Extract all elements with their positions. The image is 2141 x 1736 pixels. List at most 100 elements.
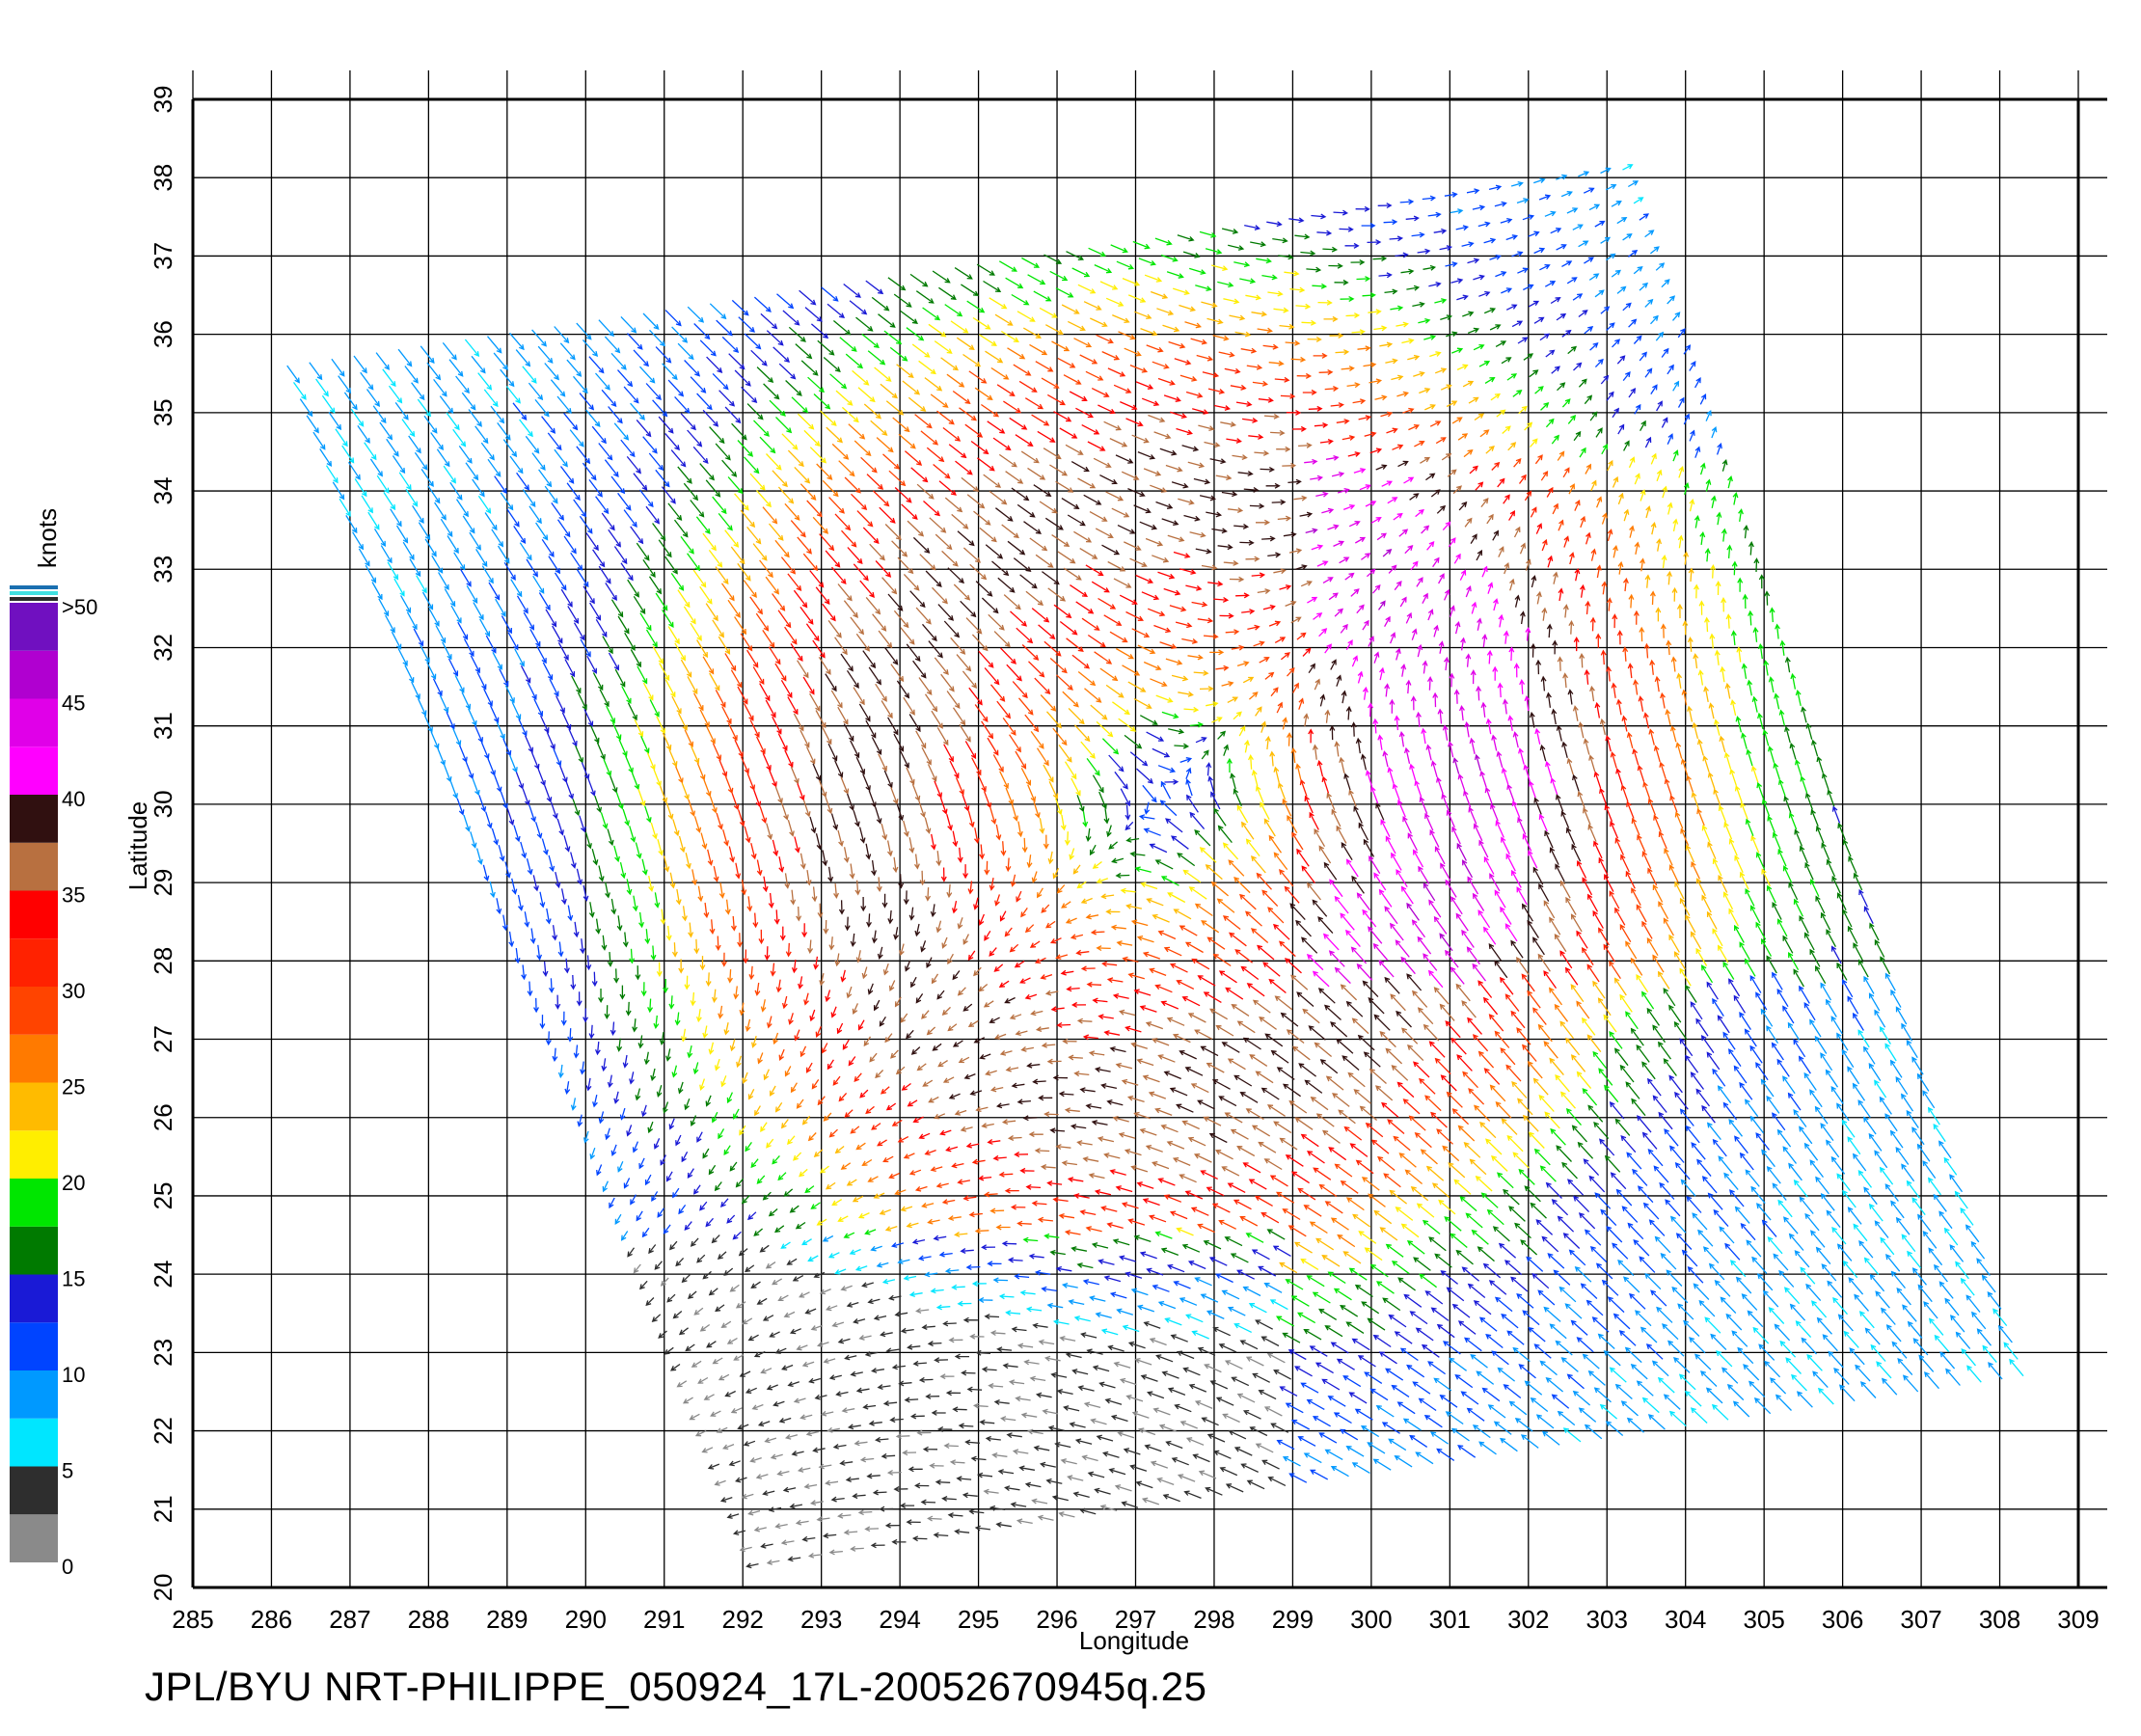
wind-vector — [906, 643, 921, 663]
wind-vector — [1011, 804, 1018, 822]
wind-vector — [1098, 1381, 1116, 1389]
wind-vector — [1224, 1360, 1243, 1370]
wind-vector — [1660, 623, 1667, 638]
wind-vector — [668, 995, 675, 1010]
wind-vector — [1094, 1189, 1112, 1196]
wind-vector — [1416, 1203, 1435, 1218]
wind-vector — [1076, 1017, 1093, 1024]
wind-vector — [940, 673, 955, 692]
wind-vector — [726, 1214, 736, 1224]
wind-vector — [1836, 1102, 1850, 1122]
wind-vector — [1400, 1223, 1420, 1238]
wind-vector — [435, 625, 447, 644]
wind-vector — [1729, 1260, 1747, 1278]
wind-vector — [1021, 257, 1041, 268]
wind-vector — [914, 1185, 928, 1192]
wind-vector — [1356, 604, 1365, 614]
wind-vector — [1070, 777, 1081, 797]
wind-vector — [570, 1098, 577, 1111]
wind-vector — [1691, 860, 1700, 880]
wind-vector — [1617, 1259, 1635, 1277]
wind-vector — [1485, 1138, 1503, 1155]
wind-vector — [1544, 281, 1557, 287]
wind-vector — [813, 956, 820, 970]
wind-vector — [772, 1032, 779, 1045]
wind-vector — [1066, 251, 1084, 261]
wind-vector — [1481, 1387, 1501, 1402]
wind-vector — [629, 948, 636, 964]
wind-vector — [934, 340, 953, 354]
wind-vector — [1031, 414, 1050, 426]
wind-vector — [1747, 1310, 1764, 1328]
wind-vector — [796, 906, 802, 922]
wind-vector — [644, 929, 651, 945]
wind-vector — [1461, 1266, 1480, 1282]
wind-vector — [1706, 910, 1718, 930]
wind-vector — [1273, 923, 1290, 940]
wind-vector — [466, 584, 478, 604]
wind-vector — [1821, 842, 1830, 860]
wind-vector — [1531, 1273, 1550, 1289]
wind-vector — [1233, 711, 1242, 720]
wind-vector — [1368, 926, 1383, 944]
wind-vector — [1965, 1224, 1980, 1243]
wind-vector — [925, 1393, 940, 1399]
wind-vector — [1200, 1293, 1219, 1303]
wind-vector — [570, 852, 577, 869]
wind-vector — [1906, 1040, 1918, 1059]
wind-vector — [1812, 1370, 1829, 1389]
wind-vector — [1245, 1233, 1264, 1243]
wind-vector — [769, 1331, 780, 1338]
wind-vector — [760, 999, 767, 1013]
wind-vector — [1370, 1139, 1390, 1154]
wind-vector — [976, 1472, 993, 1478]
wind-vector — [900, 627, 915, 645]
wind-vector — [947, 1023, 958, 1032]
wind-vector — [787, 820, 795, 837]
wind-vector — [1678, 466, 1685, 478]
wind-vector — [1289, 903, 1306, 921]
wind-vector — [1324, 386, 1340, 392]
wind-vector — [1793, 1039, 1806, 1058]
wind-vector — [709, 303, 727, 320]
y-tick-label: 26 — [149, 1103, 177, 1131]
wind-vector — [1576, 859, 1587, 879]
wind-vector — [1330, 1342, 1349, 1354]
wind-vector — [952, 970, 961, 981]
wind-vector — [832, 1075, 841, 1086]
wind-vector — [1101, 961, 1118, 967]
wind-vector — [1605, 183, 1617, 191]
wind-vector — [1009, 734, 1021, 753]
wind-vector — [1497, 1367, 1516, 1382]
wind-vector — [1418, 317, 1431, 324]
wind-vector — [951, 1162, 964, 1169]
wind-vector — [468, 708, 477, 727]
wind-vector — [1650, 384, 1658, 394]
wind-vector — [1201, 920, 1220, 934]
x-tick-label: 299 — [1272, 1605, 1314, 1634]
wind-vector — [1194, 1400, 1213, 1409]
wind-vector — [813, 1271, 826, 1279]
wind-vector — [810, 1324, 824, 1331]
wind-vector — [545, 908, 552, 925]
wind-vector — [1687, 1266, 1704, 1284]
wind-vector — [712, 496, 727, 515]
wind-vector — [875, 560, 892, 578]
wind-vector — [1607, 1296, 1625, 1314]
wind-vector — [1239, 893, 1257, 910]
wind-vector — [1944, 1297, 1960, 1316]
wind-vector — [746, 403, 764, 420]
wind-vector — [1288, 1473, 1308, 1483]
wind-vector — [1667, 433, 1673, 445]
wind-vector — [1639, 1256, 1656, 1273]
wind-vector — [909, 590, 926, 609]
wind-vector — [1440, 1270, 1459, 1285]
wind-vector — [610, 898, 617, 915]
colorbar-tick-label: 15 — [62, 1267, 85, 1291]
wind-vector — [1616, 355, 1626, 365]
wind-vector — [1809, 948, 1821, 967]
wind-vector — [663, 1101, 669, 1114]
wind-vector — [1509, 578, 1515, 591]
wind-vector — [1152, 747, 1171, 758]
wind-vector — [677, 342, 694, 361]
